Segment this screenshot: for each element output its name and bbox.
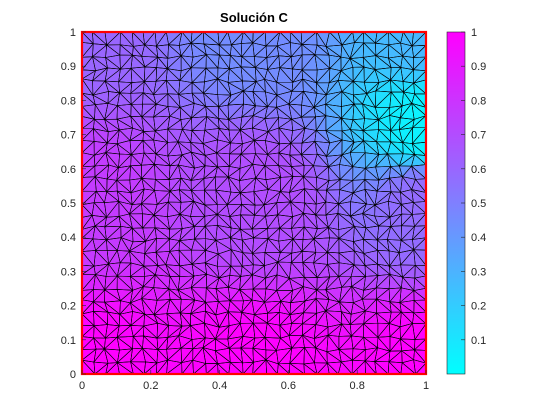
y-tick-label: 1	[70, 27, 76, 39]
colorbar: 0.1 0.2 0.3 0.4 0.5 0.6 0.7 0.8 0.9 1	[446, 27, 486, 375]
y-tick-label: 0.3	[61, 266, 76, 278]
y-tick-label: 0.9	[61, 61, 76, 73]
mesh-triangle	[252, 32, 266, 44]
colorbar-tick-label: 0.7	[471, 130, 486, 142]
mesh-triangle	[337, 32, 354, 46]
y-axis: 0 0.1 0.2 0.3 0.4 0.5 0.6 0.7 0.8 0.9 1	[61, 27, 86, 381]
mesh-triangle	[190, 32, 204, 44]
colorbar-tick-label: 0.3	[471, 266, 486, 278]
y-tick-label: 0.4	[61, 232, 76, 244]
colorbar-tick-label: 0.1	[471, 335, 486, 347]
y-tick-label: 0.6	[61, 164, 76, 176]
mesh-triangle	[154, 32, 167, 47]
colorbar-tick-label: 0.6	[471, 164, 486, 176]
y-tick-label: 0.7	[61, 130, 76, 142]
y-tick-label: 0.5	[61, 198, 76, 210]
mesh-triangle	[352, 32, 364, 44]
colorbar-tick-label: 1	[471, 27, 477, 39]
mesh-triangle	[264, 32, 281, 47]
mesh-triangle	[374, 32, 390, 44]
colorbar-tick-label: 0.8	[471, 95, 486, 107]
x-tick-label: 0.2	[143, 380, 158, 392]
plot-area	[80, 30, 428, 376]
mesh-triangle	[104, 32, 121, 46]
colorbar-ticks: 0.1 0.2 0.3 0.4 0.5 0.6 0.7 0.8 0.9 1	[461, 27, 486, 347]
triangular-mesh	[82, 32, 426, 374]
x-tick-label: 0	[79, 380, 85, 392]
x-tick-label: 0.8	[350, 380, 365, 392]
mesh-triangle	[217, 32, 229, 46]
mesh-triangle	[227, 32, 244, 46]
mesh-triangle	[300, 32, 317, 46]
mesh-triangle	[142, 32, 156, 46]
y-tick-label: 0.1	[61, 335, 76, 347]
x-tick-label: 1	[423, 380, 429, 392]
colorbar-tick-label: 0.5	[471, 198, 486, 210]
y-tick-label: 0.8	[61, 95, 76, 107]
colorbar-tick-label: 0.2	[471, 301, 486, 313]
colorbar-tick-label: 0.4	[471, 232, 486, 244]
mesh-triangle	[166, 32, 183, 46]
y-tick-label: 0.2	[61, 301, 76, 313]
x-tick-label: 0.4	[212, 380, 227, 392]
chart-title: Solución C	[220, 10, 289, 25]
y-tick-label: 0	[70, 369, 76, 381]
x-axis: 0 0.2 0.4 0.6 0.8 1	[79, 370, 429, 392]
x-tick-label: 0.6	[281, 380, 296, 392]
mesh-triangle	[411, 32, 426, 47]
colorbar-tick-label: 0.9	[471, 61, 486, 73]
